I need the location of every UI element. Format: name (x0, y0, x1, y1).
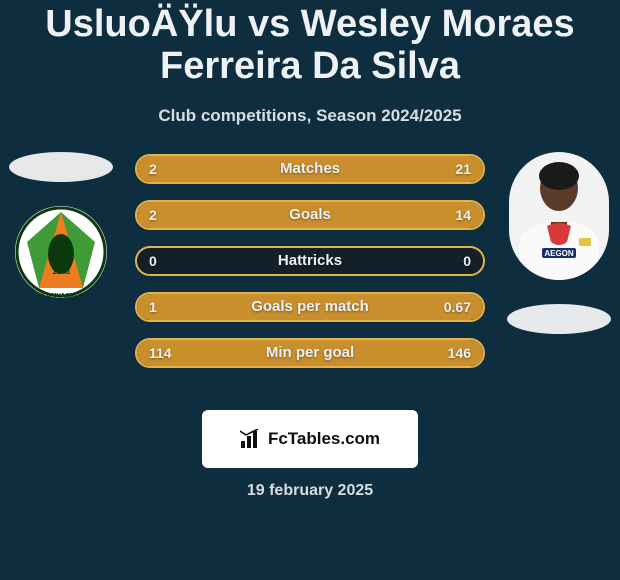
stat-label: Goals per match (137, 294, 483, 320)
player-left-club-badge: 1948 ALANYASPOR (11, 206, 111, 298)
fctables-text: FcTables.com (268, 429, 380, 449)
bar-chart-icon (240, 429, 262, 449)
stat-label: Hattricks (137, 248, 483, 274)
svg-text:ALANYASPOR: ALANYASPOR (37, 293, 85, 300)
page-title: UsluoÄŸlu vs Wesley Moraes Ferreira Da S… (0, 4, 620, 88)
subtitle: Club competitions, Season 2024/2025 (0, 106, 620, 126)
svg-text:1948: 1948 (52, 267, 70, 276)
stat-label: Min per goal (137, 340, 483, 366)
stat-row: 221Matches (135, 154, 485, 184)
stat-row: 10.67Goals per match (135, 292, 485, 322)
fctables-badge: FcTables.com (202, 410, 418, 468)
player-right-column: AEGON (504, 152, 614, 334)
stat-row: 214Goals (135, 200, 485, 230)
player-right-oval (507, 304, 611, 334)
comparison-card: UsluoÄŸlu vs Wesley Moraes Ferreira Da S… (0, 0, 620, 580)
alanyaspor-logo-icon: 1948 ALANYASPOR (11, 202, 111, 302)
player-portrait-icon: AEGON (509, 152, 609, 280)
player-left-oval (9, 152, 113, 182)
stats-column: 221Matches 214Goals 00Hattricks 10.67Goals … (135, 154, 485, 384)
footer-date: 19 february 2025 (0, 482, 620, 500)
stat-row: 00Hattricks (135, 246, 485, 276)
body-area: 1948 ALANYASPOR AEGON (0, 162, 620, 392)
player-left-column: 1948 ALANYASPOR (6, 152, 116, 298)
stat-label: Matches (137, 156, 483, 182)
svg-text:AEGON: AEGON (544, 249, 574, 258)
stat-label: Goals (137, 202, 483, 228)
player-right-portrait: AEGON (509, 152, 609, 280)
stat-row: 114146Min per goal (135, 338, 485, 368)
